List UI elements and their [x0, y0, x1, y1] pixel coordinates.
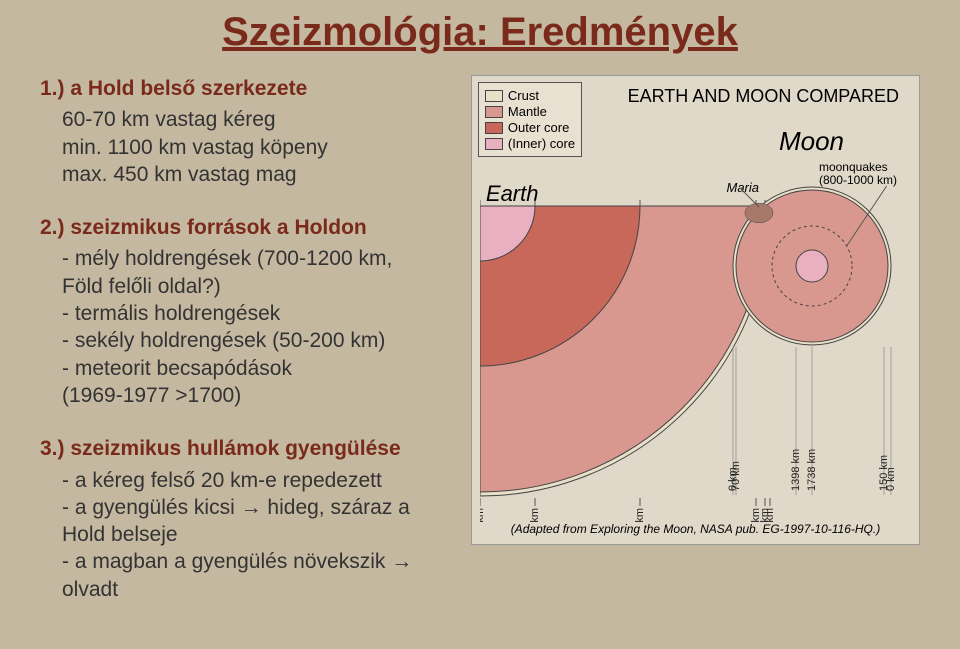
slide: Szeizmológia: Eredmények 1.) a Hold bels… [0, 0, 960, 649]
section2-l5: - meteorit becsapódások [62, 355, 451, 382]
section-1: 1.) a Hold belső szerkezete 60-70 km vas… [40, 75, 451, 188]
text-column: 1.) a Hold belső szerkezete 60-70 km vas… [40, 75, 451, 629]
slide-title: Szeizmológia: Eredmények [40, 10, 920, 55]
diagram-box: Crust Mantle Outer core (Inner) core [471, 75, 920, 545]
moon-diagram: 0 km70 km1398 km1738 km0 km150 km [717, 166, 907, 516]
svg-text:1398 km: 1398 km [790, 449, 802, 491]
swatch-mantle [485, 106, 503, 118]
legend-crust: Crust [485, 88, 575, 103]
legend-inner-core-label: (Inner) core [508, 136, 575, 151]
section2-l6: (1969-1977 >1700) [62, 382, 451, 409]
section3-head: 3.) szeizmikus hullámok gyengülése [40, 435, 451, 462]
swatch-outer-core [485, 122, 503, 134]
legend-inner-core: (Inner) core [485, 136, 575, 151]
swatch-crust [485, 90, 503, 102]
section2-head: 2.) szeizmikus források a Holdon [40, 214, 451, 241]
section-3: 3.) szeizmikus hullámok gyengülése - a k… [40, 435, 451, 603]
legend-outer-core-label: Outer core [508, 120, 569, 135]
section2-l1: - mély holdrengések (700-1200 km, [62, 245, 451, 272]
diagram-title: EARTH AND MOON COMPARED [628, 86, 899, 107]
section1-l2: min. 1100 km vastag köpeny [62, 134, 451, 161]
swatch-inner-core [485, 138, 503, 150]
section1-head: 1.) a Hold belső szerkezete [40, 75, 451, 102]
svg-text:1738 km: 1738 km [806, 449, 818, 491]
legend-crust-label: Crust [508, 88, 539, 103]
section3-l2: - a gyengülés kicsi → hideg, száraz a Ho… [62, 494, 451, 549]
legend: Crust Mantle Outer core (Inner) core [478, 82, 582, 157]
section-2: 2.) szeizmikus források a Holdon - mély … [40, 214, 451, 409]
moon-label: Moon [779, 126, 844, 157]
section2-l3: - termális holdrengések [62, 300, 451, 327]
diagram-column: Crust Mantle Outer core (Inner) core [471, 75, 920, 629]
section3-l3: - a magban a gyengülés növekszik → olvad… [62, 548, 451, 603]
section1-l1: 60-70 km vastag kéreg [62, 106, 451, 133]
content-row: 1.) a Hold belső szerkezete 60-70 km vas… [40, 75, 920, 629]
section2-l2: Föld felőli oldal?) [62, 273, 451, 300]
section3-l1: - a kéreg felső 20 km-e repedezett [62, 467, 451, 494]
legend-mantle-label: Mantle [508, 104, 547, 119]
legend-outer-core: Outer core [485, 120, 575, 135]
legend-mantle: Mantle [485, 104, 575, 119]
svg-text:150 km: 150 km [878, 455, 890, 491]
svg-text:70 km: 70 km [730, 461, 742, 491]
diagram-caption: (Adapted from Exploring the Moon, NASA p… [472, 522, 919, 536]
section2-l4: - sekély holdrengések (50-200 km) [62, 327, 451, 354]
section1-l3: max. 450 km vastag mag [62, 161, 451, 188]
